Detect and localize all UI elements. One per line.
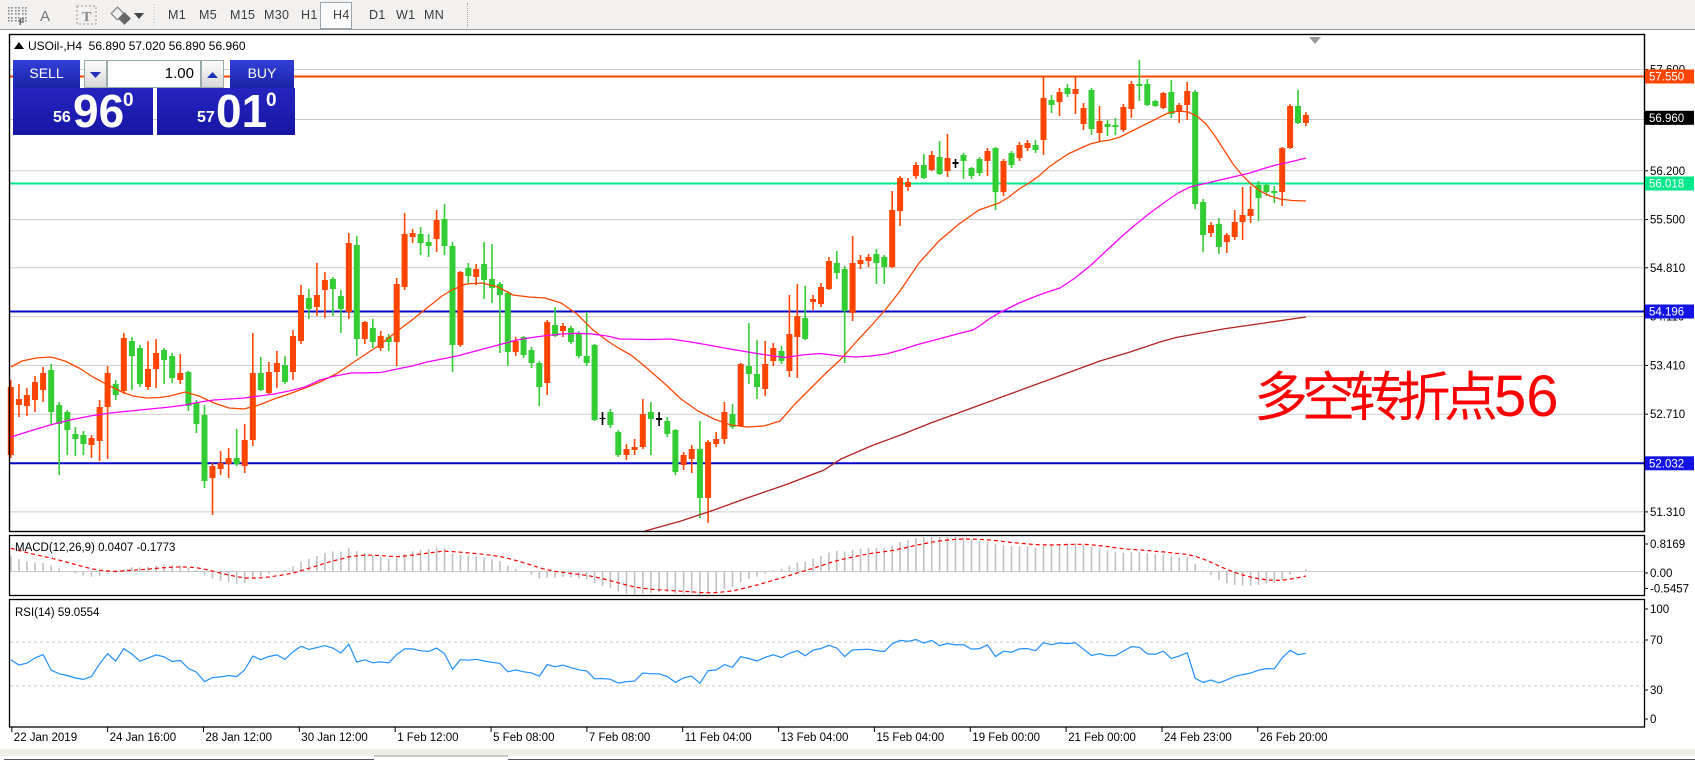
svg-text:T: T: [82, 10, 92, 25]
svg-text:5 Feb 08:00: 5 Feb 08:00: [493, 732, 554, 744]
svg-text:0.8169: 0.8169: [1650, 539, 1685, 551]
svg-text:53.410: 53.410: [1650, 360, 1685, 372]
svg-text:7 Feb 08:00: 7 Feb 08:00: [589, 732, 650, 744]
svg-text:56.200: 56.200: [1650, 166, 1685, 178]
svg-text:21 Feb 00:00: 21 Feb 00:00: [1068, 732, 1136, 744]
svg-text:30: 30: [1650, 685, 1663, 697]
svg-text:57.550: 57.550: [1649, 72, 1684, 84]
svg-text:26 Feb 20:00: 26 Feb 20:00: [1260, 732, 1328, 744]
svg-text:24 Feb 23:00: 24 Feb 23:00: [1164, 732, 1232, 744]
svg-text:22 Jan 2019: 22 Jan 2019: [14, 732, 77, 744]
svg-text:19 Feb 00:00: 19 Feb 00:00: [972, 732, 1040, 744]
svg-text:13 Feb 04:00: 13 Feb 04:00: [781, 732, 849, 744]
svg-text:MACD(12,26,9) 0.0407 -0.1773: MACD(12,26,9) 0.0407 -0.1773: [15, 542, 175, 554]
svg-text:56: 56: [1494, 364, 1559, 429]
svg-text:RSI(14) 59.0554: RSI(14) 59.0554: [15, 607, 100, 619]
svg-text:24 Jan 16:00: 24 Jan 16:00: [110, 732, 177, 744]
svg-text:30 Jan 12:00: 30 Jan 12:00: [301, 732, 368, 744]
svg-text:11 Feb 04:00: 11 Feb 04:00: [685, 732, 752, 744]
svg-text:0.00: 0.00: [1650, 568, 1672, 580]
svg-text:28 Jan 12:00: 28 Jan 12:00: [206, 732, 273, 744]
svg-text:54.810: 54.810: [1650, 263, 1685, 275]
svg-text:1 Feb 12:00: 1 Feb 12:00: [397, 732, 458, 744]
svg-text:100: 100: [1650, 604, 1669, 616]
svg-text:A: A: [40, 8, 50, 25]
svg-text:55.500: 55.500: [1650, 215, 1685, 227]
svg-text:USOil-,H4 56.890 57.020 56.89: USOil-,H4 56.890 57.020 56.890 56.960: [28, 39, 246, 53]
svg-text:52.710: 52.710: [1650, 409, 1685, 421]
svg-text:56.960: 56.960: [1649, 113, 1684, 125]
svg-text:70: 70: [1650, 635, 1663, 647]
svg-text:0: 0: [1650, 714, 1656, 726]
svg-text:54.196: 54.196: [1649, 307, 1684, 319]
svg-text:-0.5457: -0.5457: [1650, 584, 1689, 596]
svg-text:52.032: 52.032: [1649, 458, 1684, 470]
svg-text:F: F: [19, 17, 25, 27]
svg-text:51.310: 51.310: [1650, 507, 1685, 519]
svg-text:56.018: 56.018: [1649, 179, 1684, 191]
svg-text:15 Feb 04:00: 15 Feb 04:00: [876, 732, 944, 744]
